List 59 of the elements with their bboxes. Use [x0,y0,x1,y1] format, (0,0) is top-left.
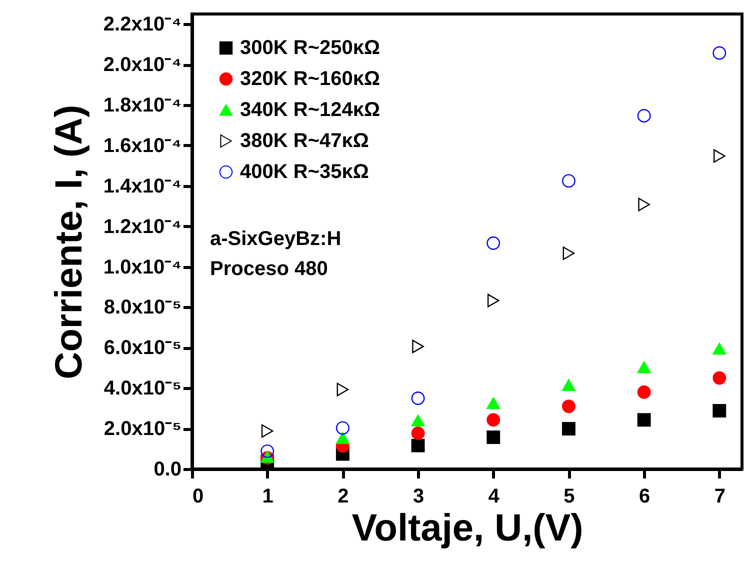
point [712,404,726,418]
legend-label: 320K R~160κΩ [240,68,380,90]
point [261,424,274,438]
y-tick-label: 8.0x10⁻⁵ [104,296,182,319]
point [712,342,726,355]
x-tick-label: 2 [338,486,349,508]
point [411,392,425,405]
y-tick-label: 1.2x10⁻⁴ [103,216,182,238]
point [637,413,651,427]
point [562,422,576,436]
point [562,400,576,414]
legend-label: 340K R~124κΩ [240,99,380,121]
y-tick-label: 2.0x10⁻⁴ [103,54,182,76]
point [637,361,651,374]
y-tick-label: 2.0x10⁻⁵ [104,418,182,440]
point [562,246,575,260]
point [486,430,500,444]
y-tick-label: 1.6x10⁻⁴ [103,134,182,157]
y-axis-title: Corriente, I, (A) [48,104,90,380]
legend-label: 300K R~250κΩ [240,37,380,59]
point [336,382,349,396]
y-tick-label: 2.2x10⁻⁴ [103,14,182,36]
point [486,413,500,427]
point [638,198,650,212]
x-tick-label: 1 [262,486,274,508]
point [486,236,500,250]
point [412,340,424,354]
point [411,438,425,452]
point [336,421,350,435]
x-tick-label: 3 [412,486,424,508]
point [411,426,425,440]
y-tick-label: 1.4x10⁻⁴ [103,175,182,198]
point [713,149,726,163]
y-tick-label: 4.0x10⁻⁵ [104,378,182,400]
legend-label: 380K R~47κΩ [240,130,369,152]
point [637,385,651,399]
point [712,371,726,385]
x-tick-label: 7 [714,486,726,508]
point [487,294,500,308]
x-axis-title: Voltaje, U,(V) [352,508,584,550]
y-tick-label: 1.8x10⁻⁴ [103,94,182,116]
point [336,432,350,444]
annotation: Proceso 480 [210,258,328,280]
point [562,174,576,188]
x-tick-label: 5 [564,486,575,508]
point [260,444,274,458]
x-tick-label: 6 [638,486,650,508]
y-tick-label: 1.0x10⁻⁴ [103,256,182,278]
point [637,109,651,122]
y-tick-label: 6.0x10⁻⁵ [104,337,182,360]
x-tick-label: 0 [192,486,204,508]
point [712,46,726,60]
legend-label: 400K R~35κΩ [240,161,369,183]
annotation: a-SixGeyBz:H [210,228,342,250]
point [411,414,425,426]
y-tick-label: 0.0 [154,458,182,480]
point [562,379,576,391]
x-tick-label: 4 [488,486,500,508]
point [486,397,500,409]
